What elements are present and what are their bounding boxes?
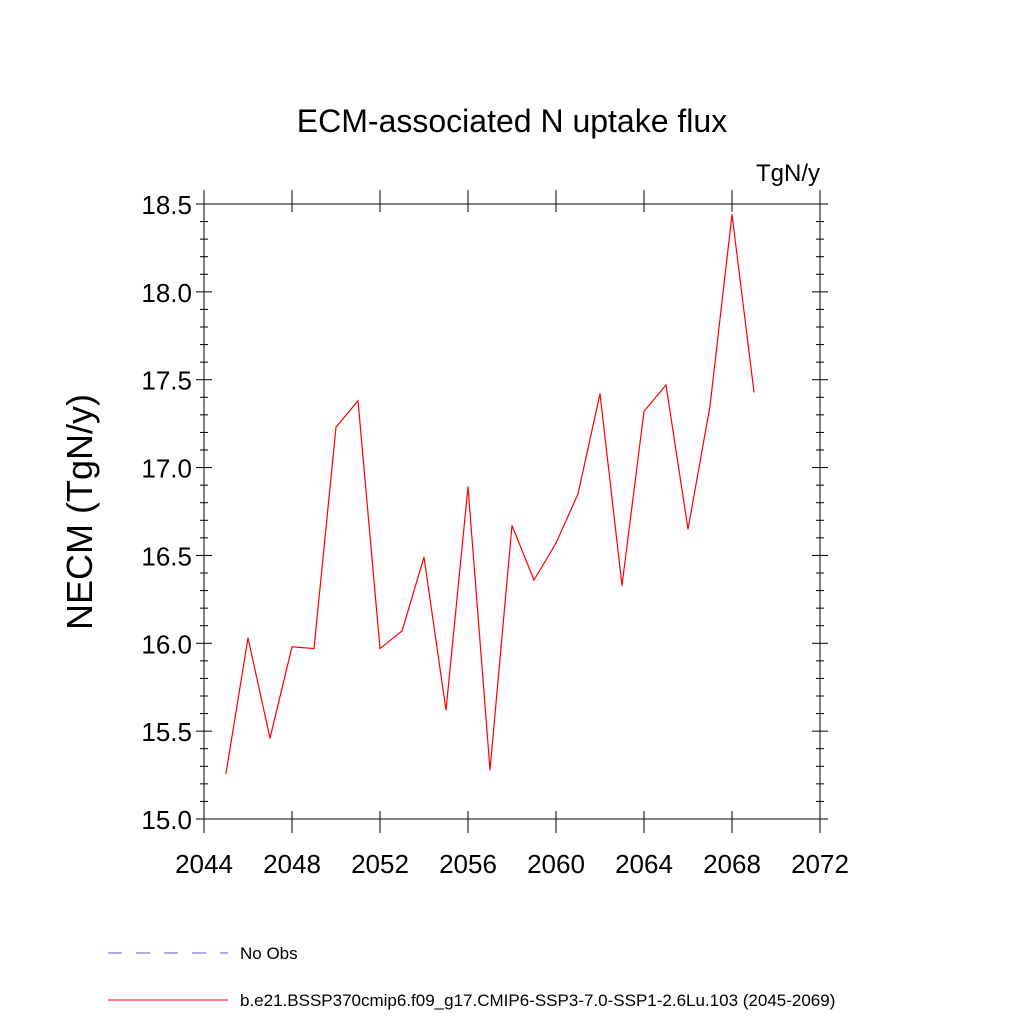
y-tick-label: 15.0 bbox=[141, 805, 192, 835]
y-tick-label: 16.5 bbox=[141, 541, 192, 571]
data-point bbox=[643, 410, 645, 412]
data-point bbox=[731, 213, 733, 216]
chart-title: ECM-associated N uptake flux bbox=[297, 103, 727, 139]
data-point bbox=[555, 542, 557, 544]
x-tick-label: 2044 bbox=[175, 849, 233, 879]
y-tick-label: 15.5 bbox=[141, 717, 192, 747]
data-point bbox=[687, 528, 689, 530]
series-line bbox=[225, 214, 755, 774]
y-tick-label: 16.0 bbox=[141, 629, 192, 659]
x-tick-label: 2068 bbox=[703, 849, 761, 879]
data-point bbox=[423, 556, 425, 558]
y-tick-label: 18.0 bbox=[141, 278, 192, 308]
data-point bbox=[313, 647, 315, 650]
y-axis-ticks: 15.0 15.5 16.0 16.5 17.0 17.5 18.0 18.5 bbox=[141, 190, 828, 835]
x-tick-label: 2052 bbox=[351, 849, 409, 879]
data-point bbox=[225, 772, 227, 774]
data-point bbox=[511, 524, 513, 527]
x-tick-label: 2056 bbox=[439, 849, 497, 879]
x-tick-label: 2060 bbox=[527, 849, 585, 879]
legend: No Obs b.e21.BSSP370cmip6.f09_g17.CMIP6-S… bbox=[108, 944, 835, 1010]
data-point bbox=[379, 647, 381, 650]
data-point bbox=[335, 426, 337, 428]
data-point bbox=[621, 584, 623, 586]
data-point bbox=[577, 493, 579, 495]
data-point bbox=[291, 646, 293, 648]
data-point bbox=[467, 486, 469, 488]
data-point bbox=[665, 384, 667, 386]
y-axis-label: NECM (TgN/y) bbox=[59, 394, 100, 630]
y-tick-label: 18.5 bbox=[141, 190, 192, 220]
data-point bbox=[709, 405, 711, 407]
legend-label: b.e21.BSSP370cmip6.f09_g17.CMIP6-SSP3-7.… bbox=[240, 991, 835, 1010]
x-tick-label: 2072 bbox=[791, 849, 849, 879]
x-axis-ticks: 2044 2048 2052 2056 2060 2064 2068 2072 bbox=[175, 190, 849, 879]
x-tick-label: 2048 bbox=[263, 849, 321, 879]
y-tick-label: 17.0 bbox=[141, 454, 192, 484]
data-point bbox=[489, 769, 491, 771]
y-tick-label: 17.5 bbox=[141, 366, 192, 396]
data-point bbox=[247, 637, 249, 639]
units-label: TgN/y bbox=[756, 160, 820, 187]
data-point bbox=[599, 393, 601, 395]
x-tick-label: 2064 bbox=[615, 849, 673, 879]
data-point bbox=[401, 630, 403, 632]
data-point bbox=[357, 400, 359, 402]
legend-label: No Obs bbox=[240, 944, 298, 963]
plot-frame bbox=[203, 203, 821, 820]
data-point bbox=[269, 737, 271, 739]
data-point bbox=[445, 709, 447, 711]
data-point bbox=[533, 579, 535, 581]
series-layer bbox=[225, 213, 755, 774]
data-point bbox=[753, 391, 755, 393]
